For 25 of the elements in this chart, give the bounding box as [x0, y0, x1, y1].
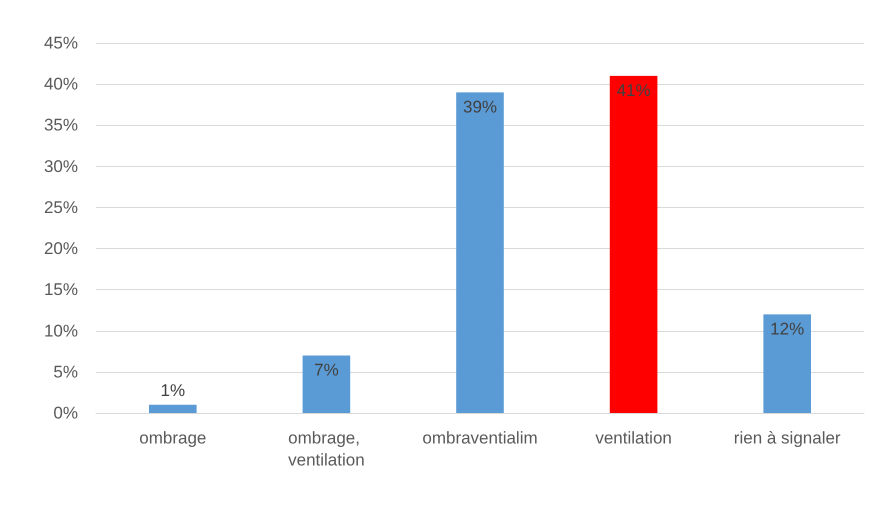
y-tick-label: 5%: [53, 362, 78, 382]
data-label: 39%: [462, 97, 498, 116]
y-tick-label: 0%: [53, 404, 78, 422]
bar: [302, 355, 350, 413]
y-tick-label: 15%: [44, 280, 78, 300]
data-label: 7%: [314, 360, 339, 380]
x-tick-label: ombrage: [139, 428, 206, 448]
y-tick-label: 40%: [44, 74, 78, 94]
x-tick-label: rien à signaler: [734, 428, 841, 448]
data-label: 12%: [770, 319, 804, 338]
y-tick-label: 35%: [44, 116, 78, 135]
y-tick-label: 10%: [44, 321, 78, 340]
x-tick-label: ventilation: [595, 428, 672, 448]
y-tick-label: 20%: [44, 239, 78, 258]
bar: [763, 314, 812, 413]
bar: [610, 76, 658, 413]
y-tick-label: 25%: [44, 198, 78, 217]
bar: [148, 404, 197, 413]
y-tick-label: 45%: [44, 34, 78, 52]
data-label: 41%: [616, 80, 651, 100]
y-tick-label: 30%: [44, 156, 78, 176]
x-tick-label: ombraventialim: [422, 428, 538, 448]
data-label: 1%: [160, 380, 186, 400]
bar: [456, 92, 504, 413]
x-tick-label: ombrage, ventilation: [288, 428, 365, 470]
